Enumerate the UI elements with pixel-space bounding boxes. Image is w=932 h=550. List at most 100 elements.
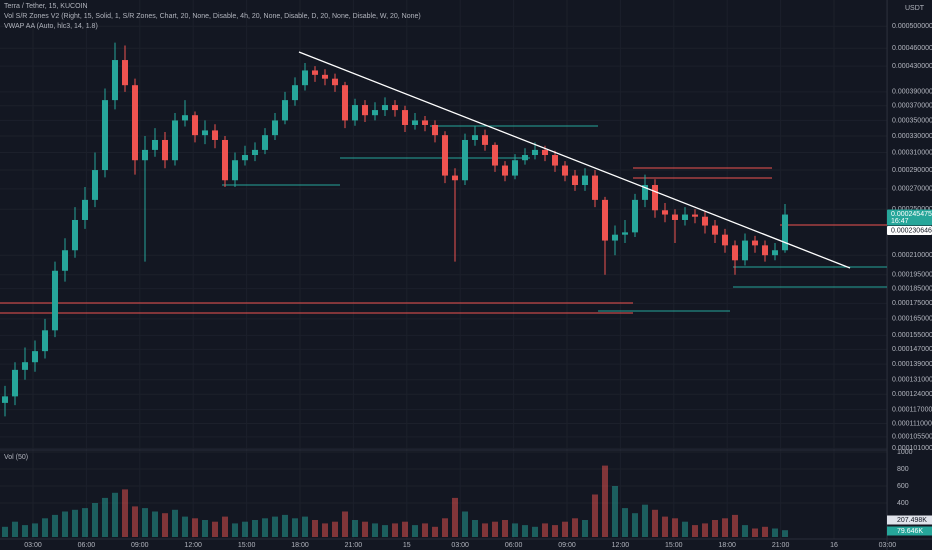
volume-label-box [887,526,932,536]
volume-bar [92,503,98,537]
candle-body [652,185,658,211]
candle-body [492,144,498,166]
volume-bar [652,509,658,537]
candle-body [202,130,208,136]
candle-body [662,210,668,215]
candle-body [612,234,618,241]
grid [0,0,887,539]
volume-bar [622,508,628,537]
volume-bar [122,489,128,537]
x-tick-label: 18:00 [718,542,736,549]
volume-tick-label: 800 [897,466,909,473]
x-tick-label: 16 [830,542,838,549]
x-tick-label: 12:00 [612,542,630,549]
axis: 0.000500000 0.000460000 0.000430000 0.00039… [24,23,932,549]
volume-tick-label: 400 [897,500,909,507]
x-tick-label: 09:00 [558,542,576,549]
candle-body [42,330,48,352]
volume-bar [782,530,788,537]
volume-bar [742,525,748,537]
x-tick-label: 15:00 [238,542,256,549]
x-tick-label: 21:00 [772,542,790,549]
volume-bar [552,525,558,537]
x-tick-label: 18:00 [291,542,309,549]
volume-bar [312,520,318,537]
y-tick-label: 0.000139000 [892,361,932,368]
candle-body [212,130,218,140]
candle-body [482,135,488,145]
x-tick-label: 03:00 [879,542,897,549]
candle-body [722,234,728,246]
volume-bar [612,486,618,537]
y-tick-label: 0.000330000 [892,133,932,140]
volume-bar [12,521,18,537]
volume-bar [532,526,538,537]
y-tick-label: 0.000105500 [892,434,932,441]
candle-body [552,155,558,166]
volume-bar [492,521,498,537]
volume-bar [672,518,678,537]
volume-bar [732,514,738,537]
volume-bar [472,520,478,537]
volume-bar [682,521,688,537]
x-tick-label: 21:00 [345,542,363,549]
volume-bar [42,518,48,537]
volume-bar [422,523,428,537]
volume-bar [352,520,358,537]
y-tick-label: 0.000175000 [892,300,932,307]
candle-body [102,100,108,171]
volume-bar [432,526,438,537]
volume-bar [232,523,238,537]
candle-body [52,270,58,331]
candle-body [402,110,408,125]
volume-bar [772,528,778,537]
volume-bar [602,465,608,537]
y-tick-label: 0.000310000 [892,149,932,156]
volume-bar [562,521,568,537]
candle-body [372,110,378,116]
indicator-label: Vol S/R Zones V2 (Right, 15, Solid, 1, S… [4,13,421,20]
candle-body [512,160,518,176]
y-tick-label: 0.000350000 [892,117,932,124]
volume-bar [142,508,148,537]
volume-bar [462,511,468,537]
volume-bar [692,525,698,537]
candle-body [122,60,128,86]
volume-bar [212,521,218,537]
x-tick-label: 09:00 [131,542,149,549]
candle-body [12,369,18,397]
candle-body [692,214,698,217]
volume-bar [482,523,488,537]
volume-bar [572,518,578,537]
candle-body [442,135,448,176]
candle-body [62,250,68,271]
volume-bar [512,523,518,537]
candle-body [622,232,628,235]
volume-bar [592,494,598,537]
price-label-box [887,209,932,226]
volume-bar [662,516,668,537]
candle-body [302,70,308,86]
volume-bar [642,504,648,537]
candle-body [142,149,148,161]
candle-body [672,214,678,220]
y-tick-label: 0.000290000 [892,167,932,174]
volume-bar [442,518,448,537]
volume-bar [522,525,528,537]
y-tick-label: 0.000390000 [892,89,932,96]
volume-bar [762,526,768,537]
candle-body [392,105,398,111]
candle-body [172,120,178,161]
y-tick-label: 0.000117000 [892,406,932,413]
candle-body [382,105,388,111]
volume-bar [722,518,728,537]
candle-body [582,175,588,186]
candle-body [422,120,428,125]
y-tick-label: 0.000155000 [892,332,932,339]
candle-body [262,135,268,150]
candle-body [702,216,708,226]
candle-body [192,115,198,136]
volume-bar [752,528,758,537]
volume-bar [162,513,168,537]
